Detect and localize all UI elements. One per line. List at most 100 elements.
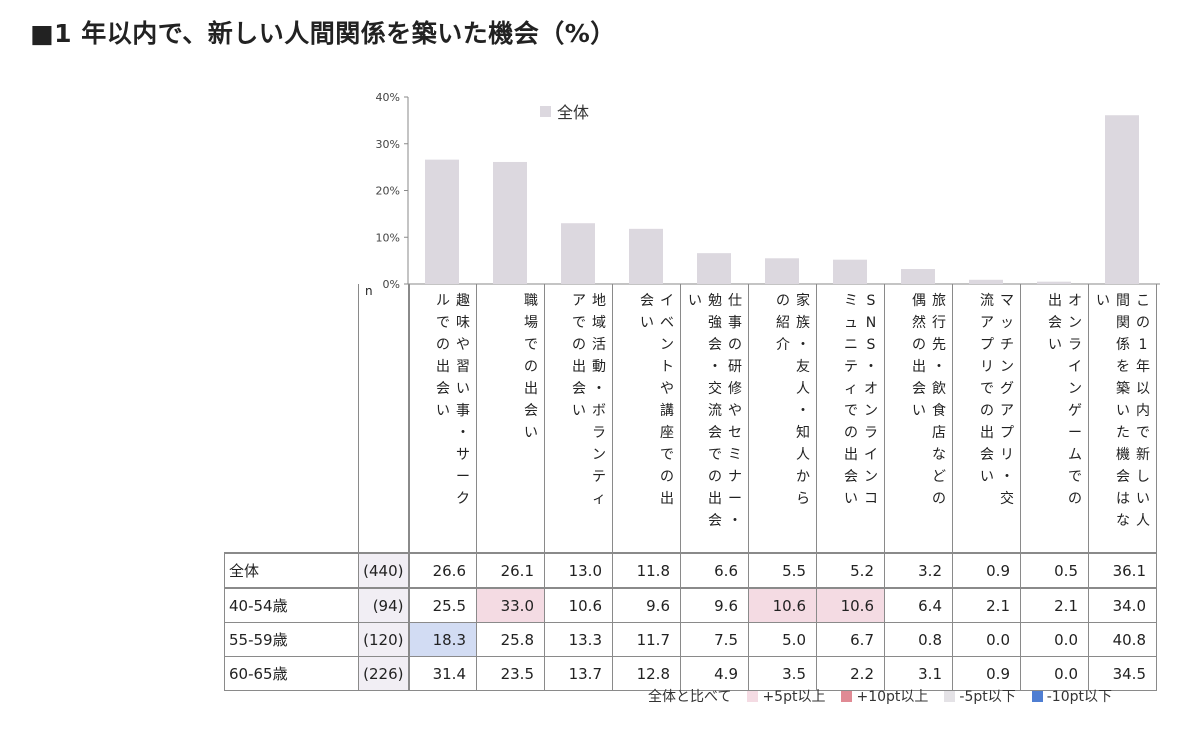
category-label-char: グ	[1000, 381, 1014, 397]
category-header-2: 職場での出会い	[476, 284, 545, 554]
category-label-char: 紹	[776, 315, 790, 331]
table-cell: 0.9	[952, 656, 1021, 691]
category-label-char: 会	[1048, 315, 1062, 331]
table-cell: 5.2	[816, 552, 885, 589]
category-label-char: な	[1116, 513, 1130, 529]
category-label-char: 域	[592, 315, 606, 331]
table-cell: 26.6	[407, 552, 477, 589]
category-label-char: 職	[524, 293, 538, 309]
category-label-char: ン	[864, 469, 878, 485]
category-label-char: リ	[980, 359, 994, 375]
category-label-char: 友	[796, 359, 810, 375]
category-label-char: 偶	[912, 293, 926, 309]
category-label-char: 修	[728, 381, 742, 397]
table-row: 60-65歳 (226) 31.4 23.5 13.7 12.8 4.9 3.5 2.2 3.1 0…	[224, 656, 1157, 691]
category-label-column: い	[1094, 290, 1112, 544]
table-row: 55-59歳 (120) 18.3 25.8 13.3 11.7 7.5 5.0 6.7 0.8 0…	[224, 622, 1157, 657]
category-label-char: 会	[708, 425, 722, 441]
row-n: (226)	[358, 656, 409, 691]
bar-10	[1037, 281, 1071, 284]
category-label-char: ア	[980, 315, 994, 331]
highlight-legend-item: -5pt以下	[944, 686, 1016, 706]
category-label-char: い	[688, 293, 702, 309]
category-label-char: ン	[592, 447, 606, 463]
category-label-char: 族	[796, 315, 810, 331]
category-header-row: n 趣味や習い事・サークルでの出会い職場での出会い地域活動・ボランティアでの出会い…	[224, 284, 1157, 554]
category-label-char: 会	[980, 447, 994, 463]
category-label-char: 出	[912, 359, 926, 375]
bar-8	[901, 269, 935, 284]
category-label-column: 偶然の出会い	[910, 290, 928, 544]
category-label-char: 然	[912, 315, 926, 331]
table-cell: 6.4	[884, 587, 953, 623]
category-header-6: 家族・友人・知人からの紹介	[748, 284, 817, 554]
table-cell: 34.5	[1088, 656, 1157, 691]
table-cell: 3.1	[884, 656, 953, 691]
category-label-char: 間	[1116, 293, 1130, 309]
category-label-char: 会	[524, 403, 538, 419]
category-label-column: 職場での出会い	[522, 290, 540, 544]
category-label-char: 店	[932, 425, 946, 441]
category-label-char: 機	[1116, 447, 1130, 463]
category-label-column: 趣味や習い事・サーク	[454, 290, 472, 544]
category-label-char: 人	[796, 447, 810, 463]
category-label-char: ・	[456, 425, 470, 441]
category-label-char: 先	[932, 337, 946, 353]
category-label-column: マッチングアプリ・交	[998, 290, 1016, 544]
category-label-column: アでの出会い	[570, 290, 588, 544]
category-label-char: N	[865, 315, 877, 331]
category-label-column: イベントや講座での出	[658, 290, 676, 544]
category-label-char: で	[524, 337, 538, 353]
category-label-char: 流	[980, 293, 994, 309]
highlight-legend-text: +5pt以上	[762, 689, 826, 705]
category-label-char: オ	[1068, 293, 1082, 309]
bar-chart: 0%10%20%30%40% 全体	[376, 91, 1160, 291]
category-label-char: セ	[728, 425, 742, 441]
table-cell: 31.4	[407, 656, 477, 691]
category-label-char: ム	[1068, 447, 1082, 463]
chart-legend: 全体	[540, 103, 589, 122]
category-label-char: の	[844, 425, 858, 441]
category-label-char: ・	[1000, 469, 1014, 485]
category-label-char: の	[912, 337, 926, 353]
bar-3	[561, 223, 595, 284]
category-label-char: 会	[640, 293, 654, 309]
table-cell: 11.8	[612, 552, 681, 589]
category-label-char: な	[932, 447, 946, 463]
highlight-legend-text: -5pt以下	[959, 689, 1016, 705]
table-cell: 11.7	[612, 622, 681, 657]
category-label-char: ゲ	[1068, 403, 1082, 419]
category-label-char: い	[912, 403, 926, 419]
table-cell: 23.5	[476, 656, 545, 691]
bar-4	[629, 228, 663, 284]
category-header-1: 趣味や習い事・サークルでの出会い	[407, 284, 477, 554]
category-label-char: ン	[1068, 315, 1082, 331]
table-cell: 25.8	[476, 622, 545, 657]
table-cell: 13.7	[544, 656, 613, 691]
category-label-char: 会	[708, 513, 722, 529]
category-label-char: 関	[1116, 315, 1130, 331]
category-label-column: 仕事の研修やセミナー・	[726, 290, 744, 544]
category-label-char: の	[776, 293, 790, 309]
category-label-char: 活	[592, 337, 606, 353]
table-cell: 0.9	[952, 552, 1021, 589]
table-row: 40-54歳 (94) 25.5 33.0 10.6 9.6 9.6 10.6 10.6 6.4 2…	[224, 587, 1157, 623]
category-label-char: ミ	[844, 293, 858, 309]
category-label-column: オンラインゲームでの	[1066, 290, 1084, 544]
category-label-char: イ	[1068, 359, 1082, 375]
table-cell: 36.1	[1088, 552, 1157, 589]
category-label-char: 事	[456, 403, 470, 419]
category-label-char: の	[708, 469, 722, 485]
category-label-char: オ	[864, 381, 878, 397]
category-label-char: の	[436, 337, 450, 353]
category-label-char: の	[572, 337, 586, 353]
category-label-char: ラ	[1068, 337, 1082, 353]
table-cell: 5.0	[748, 622, 817, 657]
category-label-column: 勉強会・交流会での出会	[706, 290, 724, 544]
category-label-char: の	[1136, 315, 1150, 331]
category-label-char: 味	[456, 315, 470, 331]
table-cell: 9.6	[680, 587, 749, 623]
category-label-char: ミ	[728, 447, 742, 463]
row-label: 60-65歳	[224, 656, 359, 691]
category-label-char: 食	[932, 403, 946, 419]
